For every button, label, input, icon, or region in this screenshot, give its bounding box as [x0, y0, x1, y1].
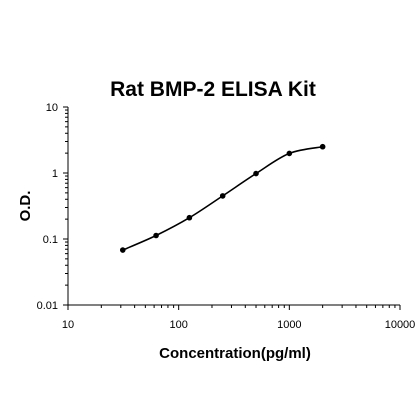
data-point	[319, 143, 326, 150]
plot-area	[119, 143, 326, 253]
x-axis-label: Concentration(pg/ml)	[159, 345, 311, 362]
y-tick-label: 0.1	[43, 234, 58, 246]
y-axis-label: O.D.	[17, 191, 34, 222]
data-point	[119, 247, 126, 253]
x-tick-label: 10	[62, 319, 74, 331]
data-point	[219, 193, 226, 199]
x-tick-label: 10000	[385, 319, 416, 331]
y-tick-label: 0.01	[37, 300, 58, 312]
chart-title: Rat BMP-2 ELISA Kit	[110, 78, 316, 101]
x-tick-label: 100	[169, 319, 187, 331]
x-tick-label: 1000	[277, 319, 301, 331]
axes: 10 100 1000 10000 10 1 0.1 0.01	[37, 102, 416, 331]
y-tick-label: 10	[46, 102, 58, 114]
data-point	[186, 214, 193, 221]
data-point	[286, 150, 293, 157]
data-point	[253, 170, 259, 177]
y-tick-label: 1	[52, 168, 58, 180]
data-point	[153, 232, 159, 239]
